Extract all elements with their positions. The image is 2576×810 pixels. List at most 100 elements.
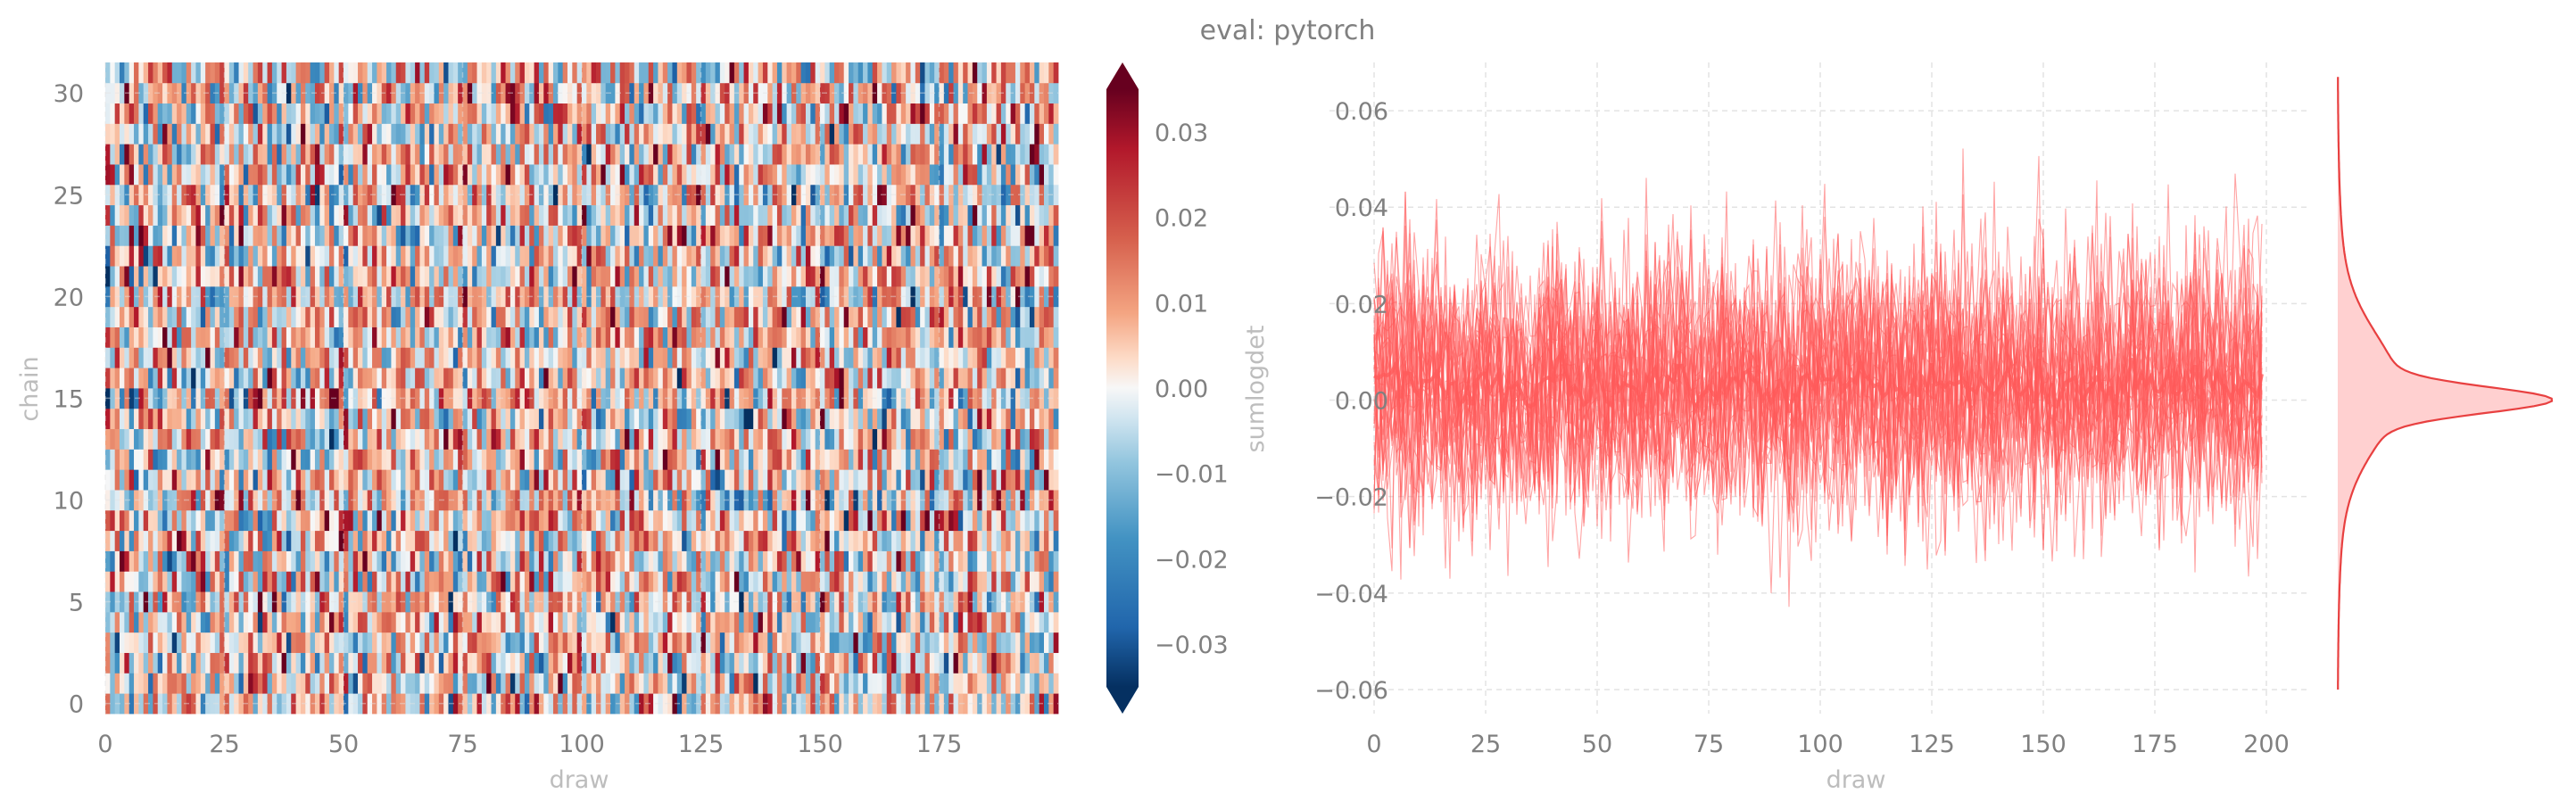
heatmap-cell [929,285,935,308]
heatmap-cell [567,368,573,389]
heatmap-cell [805,509,811,532]
heatmap-cell [105,632,111,653]
heatmap-cell [271,530,277,551]
heatmap-cell [238,306,244,327]
heatmap-cell [691,245,697,267]
heatmap-cell [739,469,744,491]
heatmap-cell [277,266,282,287]
heatmap-cell [443,591,449,613]
heatmap-cell [796,693,802,715]
heatmap-cell [753,306,758,327]
heatmap-cell [839,428,845,450]
heatmap-cell [476,652,483,674]
heatmap-cell [653,490,658,511]
heatmap-cell [253,388,259,409]
heatmap-cell [552,225,559,246]
heatmap-cell [243,347,249,368]
heatmap-cell [277,490,282,511]
heatmap-cell [648,225,654,246]
heatmap-cell [977,632,982,653]
heatmap-cell [782,693,788,715]
heatmap-cell [443,266,449,287]
heatmap-cell [820,611,825,633]
heatmap-cell [758,693,764,715]
heatmap-cell [410,490,416,511]
heatmap-cell [291,509,296,532]
heatmap-cell [619,469,625,491]
heatmap-cell [796,632,802,653]
heatmap-cell [719,571,725,592]
heatmap-cell [753,285,758,308]
heatmap-cell [228,652,235,674]
heatmap-cell [791,306,797,327]
heatmap-cell [772,632,778,653]
heatmap-cell [705,326,711,348]
heatmap-cell [314,693,320,715]
heatmap-cell [219,632,225,653]
heatmap-cell [234,632,239,653]
heatmap-cell [210,326,216,348]
heatmap-cell [582,591,587,613]
heatmap-cell [167,285,173,308]
heatmap-cell [800,693,807,715]
heatmap-cell [906,652,911,674]
heatmap-cell [576,490,583,511]
heatmap-cell [1043,490,1049,511]
heatmap-cell [929,306,935,327]
heatmap-cell [743,285,750,308]
heatmap-cell [410,266,416,287]
heatmap-cell [467,285,473,308]
heatmap-cell [900,611,907,633]
heatmap-cell [634,652,640,674]
heatmap-cell [328,408,335,430]
heatmap-cell [582,449,587,470]
heatmap-cell [676,550,683,572]
heatmap-cell [228,632,235,653]
heatmap-cell [929,693,935,715]
heatmap-cell [334,469,340,491]
heatmap-cell [419,285,426,308]
heatmap-cell [386,449,392,470]
heatmap-cell [682,632,687,653]
heatmap-cell [195,611,202,633]
heatmap-cell [776,550,783,572]
heatmap-cell [491,347,497,368]
heatmap-cell [686,245,692,267]
heatmap-cell [772,245,778,267]
heatmap-cell [605,326,611,348]
heatmap-cell [195,550,202,572]
heatmap-cell [195,591,202,613]
heatmap-cell [796,245,802,267]
heatmap-cell [772,285,778,308]
heatmap-cell [948,530,954,551]
heatmap-cell [629,509,635,532]
heatmap-cell [1043,368,1049,389]
heatmap-cell [319,632,326,653]
heatmap-cell [924,490,931,511]
heatmap-cell [682,673,687,694]
heatmap-cell [676,469,683,491]
heatmap-cell [248,632,253,653]
heatmap-cell [591,388,597,409]
heatmap-cell [610,245,616,267]
heatmap-cell [401,408,406,430]
heatmap-cell [929,673,935,694]
heatmap-cell [605,225,611,246]
heatmap-cell [291,611,296,633]
heatmap-cell [710,591,716,613]
heatmap-cell [829,632,835,653]
heatmap-cell [886,285,892,308]
heatmap-cell [824,591,831,613]
heatmap-cell [729,225,735,246]
heatmap-cell [972,591,978,613]
heatmap-cell [401,368,406,389]
heatmap-cell [110,306,116,327]
heatmap-cell [725,550,730,572]
heatmap-cell [662,225,668,246]
heatmap-cell [419,408,426,430]
heatmap-cell [348,449,354,470]
heatmap-cell [248,673,253,694]
heatmap-cell [1015,388,1021,409]
heatmap-cell [481,693,487,715]
heatmap-cell [162,225,168,246]
